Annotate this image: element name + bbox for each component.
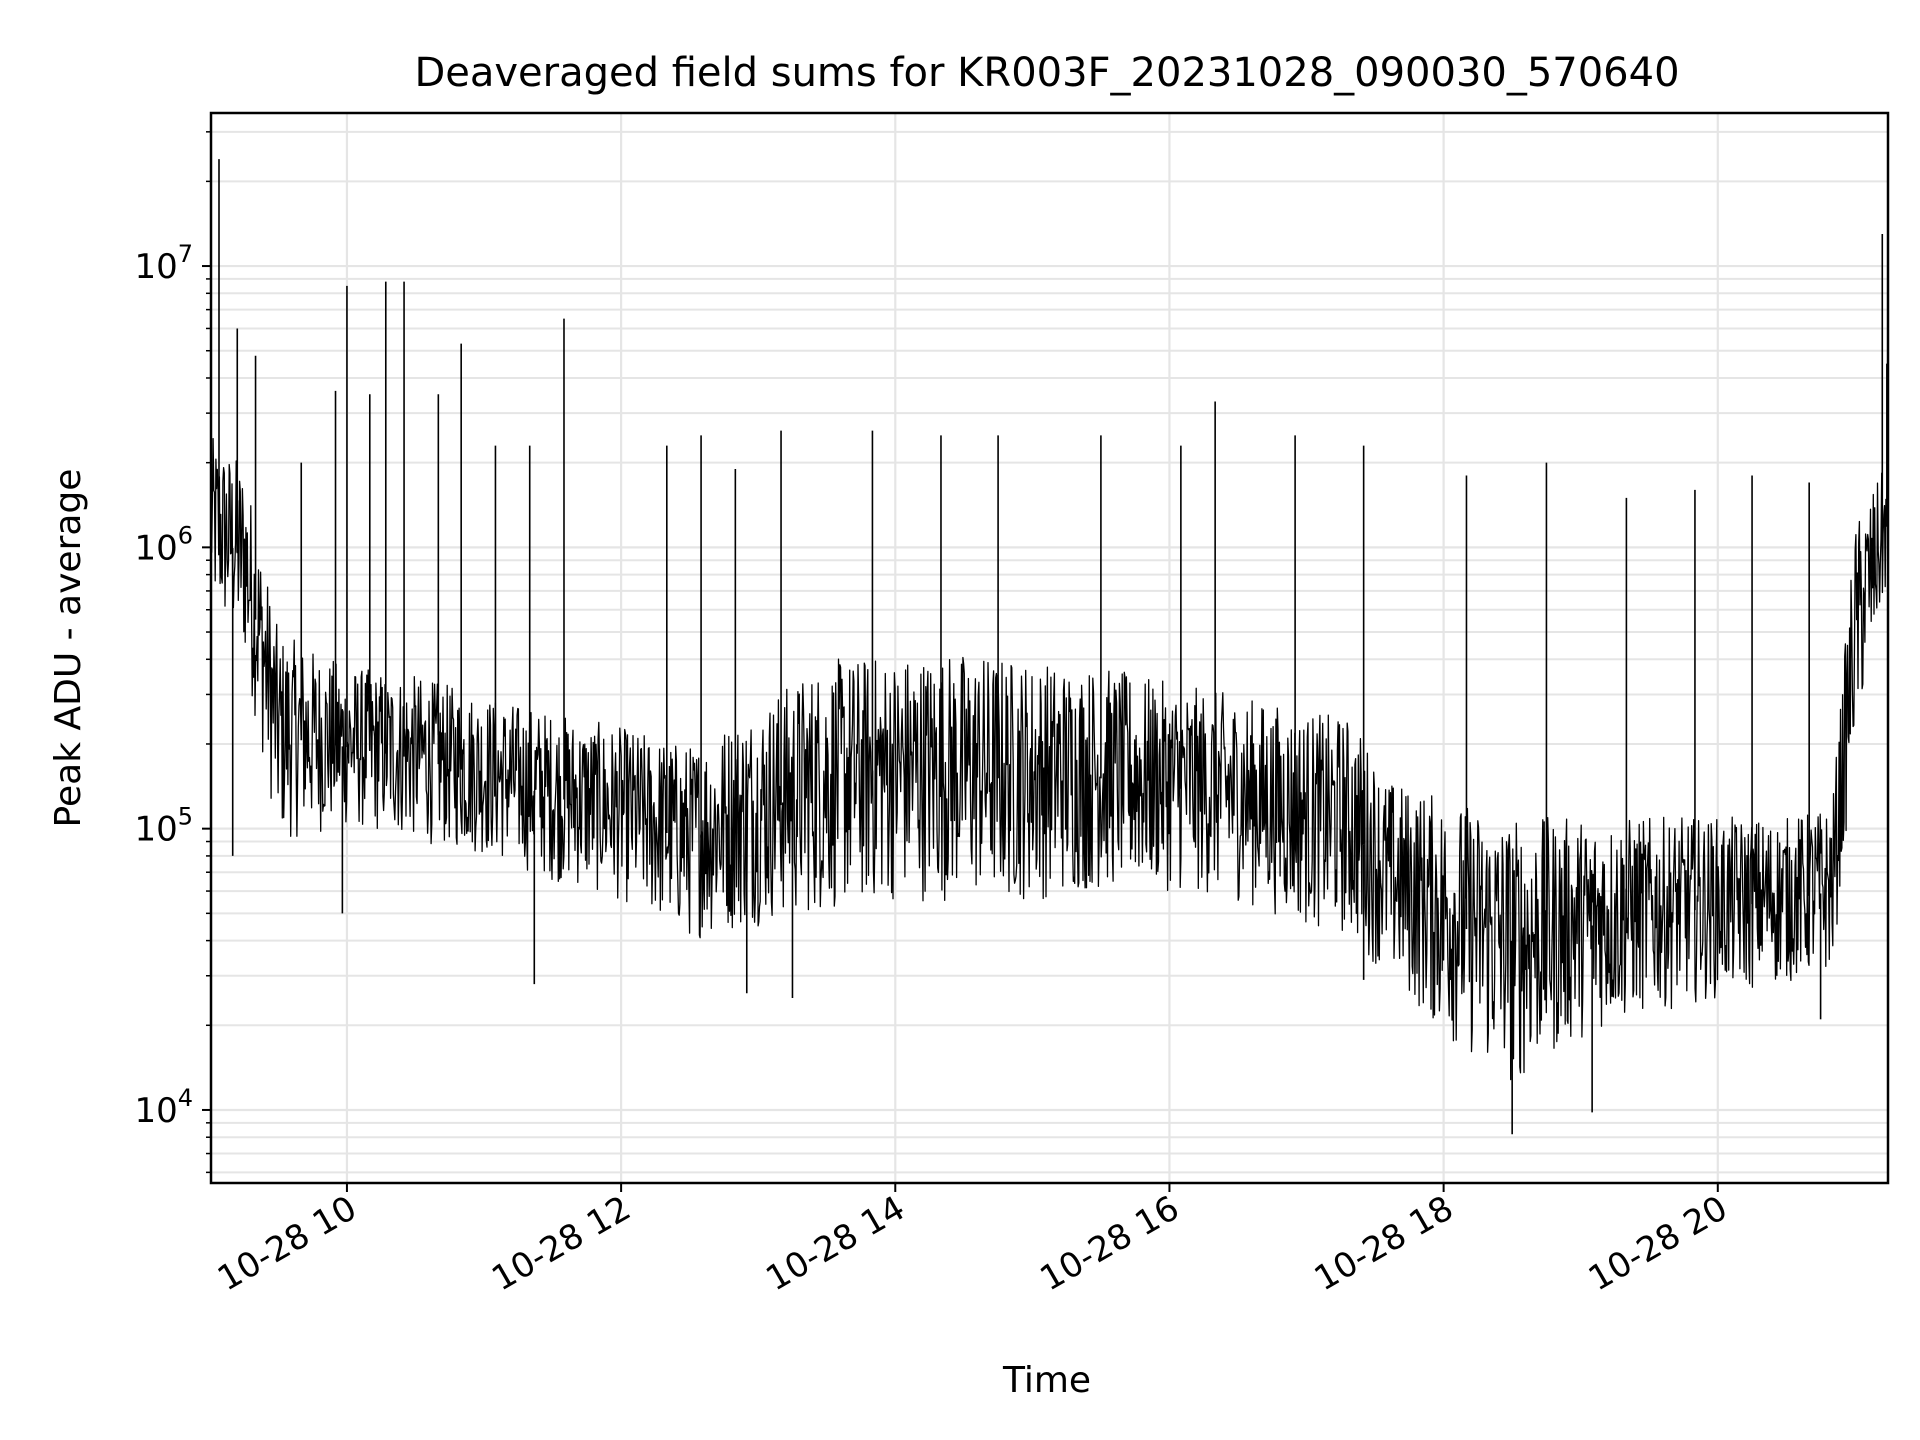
data-layer (210, 159, 1889, 1135)
y-tick-label: 105 (134, 803, 193, 850)
x-axis-label: Time (1002, 1360, 1091, 1401)
y-axis-label: Peak ADU - average (48, 469, 89, 828)
grid-layer (211, 113, 1888, 1183)
data-series-line (210, 437, 1889, 1081)
plot-frame (209, 111, 1890, 1185)
y-tick-label: 104 (134, 1084, 193, 1131)
y-tick-label: 107 (134, 240, 193, 287)
chart-title: Deaveraged field sums for KR003F_2023102… (414, 50, 1679, 96)
y-tick-label: 106 (134, 521, 193, 568)
